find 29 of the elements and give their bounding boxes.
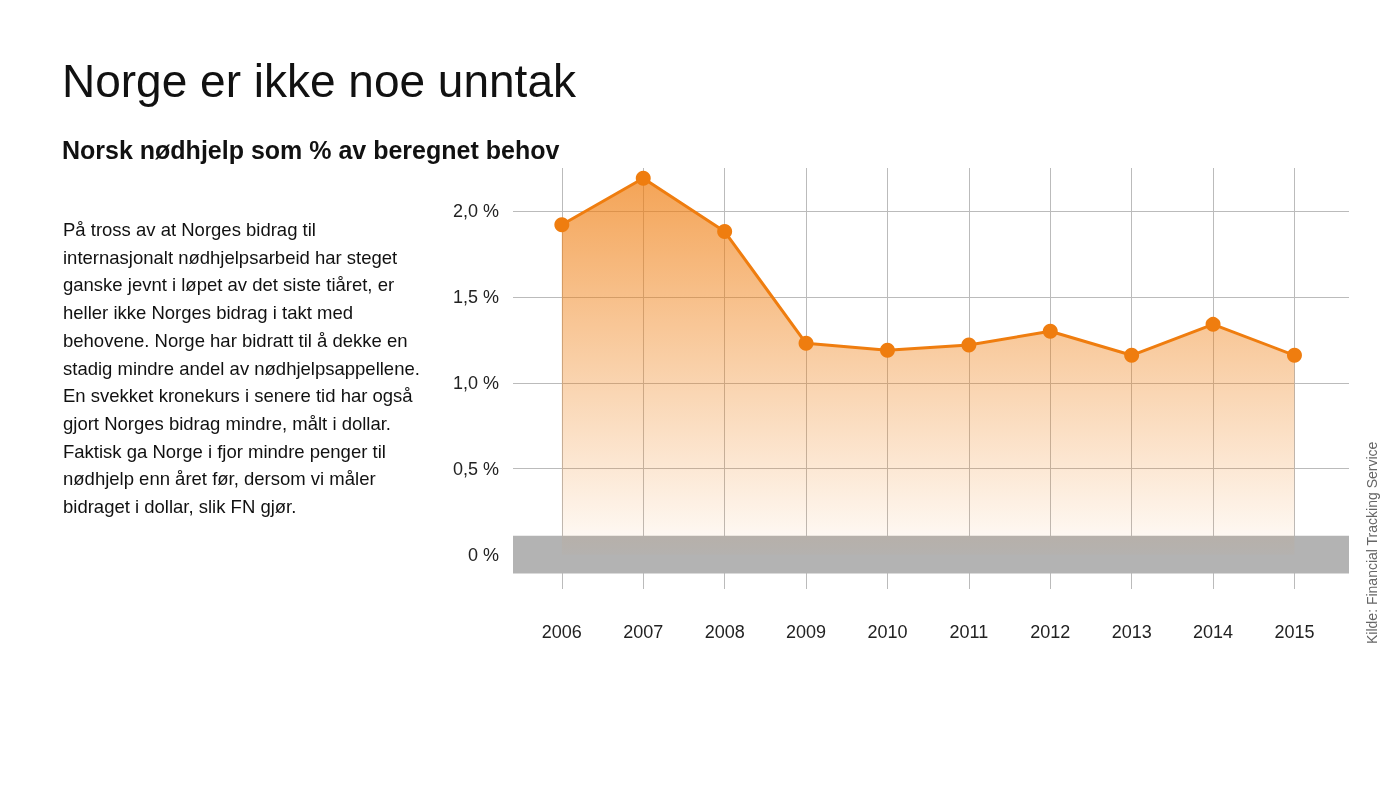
x-tick-label: 2014 (1193, 622, 1234, 642)
point (554, 217, 570, 233)
x-tick-label: 2013 (1111, 622, 1152, 642)
x-tick-label: 2006 (541, 622, 582, 642)
point (1124, 347, 1140, 363)
text: På tross av at Norges bidrag til internasjonalt nødhjelpsarbeid har steget ganske jevnt i løpet av det siste tiåret, er heller ikke Norges bidrag i takt med behovene. Norge har bidratt til å dekke en stadig mindre andel av nødhjelpsappellene. En svekket kronekurs i senere tid har også gjort Norges bidrag mindre, målt i dollar. Faktisk ga Norge i fjor mindre penger til nødhjelp enn året før, dersom vi måler bidraget i dollar, slik FN gjør. (63, 219, 420, 518)
chart-title: Norge er ikke noe unntak (62, 54, 576, 108)
text: Norsk nødhjelp som % av beregnet behov (62, 136, 560, 165)
x-tick-label: 2008 (704, 622, 745, 642)
point (879, 342, 895, 358)
x-tick-label: 2007 (623, 622, 664, 642)
point (1042, 323, 1058, 339)
point (1205, 316, 1221, 332)
x-tick-label: 2010 (867, 622, 908, 642)
y-tick-label: 1,5 % (452, 286, 499, 307)
x-tick-label: 2012 (1030, 622, 1071, 642)
y-tick-label: 2,0 % (452, 200, 499, 221)
x-tick-label: 2015 (1274, 622, 1315, 642)
point (635, 170, 651, 186)
point (798, 335, 814, 351)
y-tick-label: 0,5 % (452, 458, 499, 479)
x-tick-label: 2011 (949, 622, 989, 642)
point (717, 224, 733, 240)
y-tick-label: 0 % (467, 544, 499, 565)
point (961, 337, 977, 353)
point (1286, 347, 1302, 363)
x-tick-label: 2009 (786, 622, 827, 642)
text: Kilde: Financial Tracking Service (1364, 441, 1380, 644)
y-tick-label: 1,0 % (452, 372, 499, 393)
